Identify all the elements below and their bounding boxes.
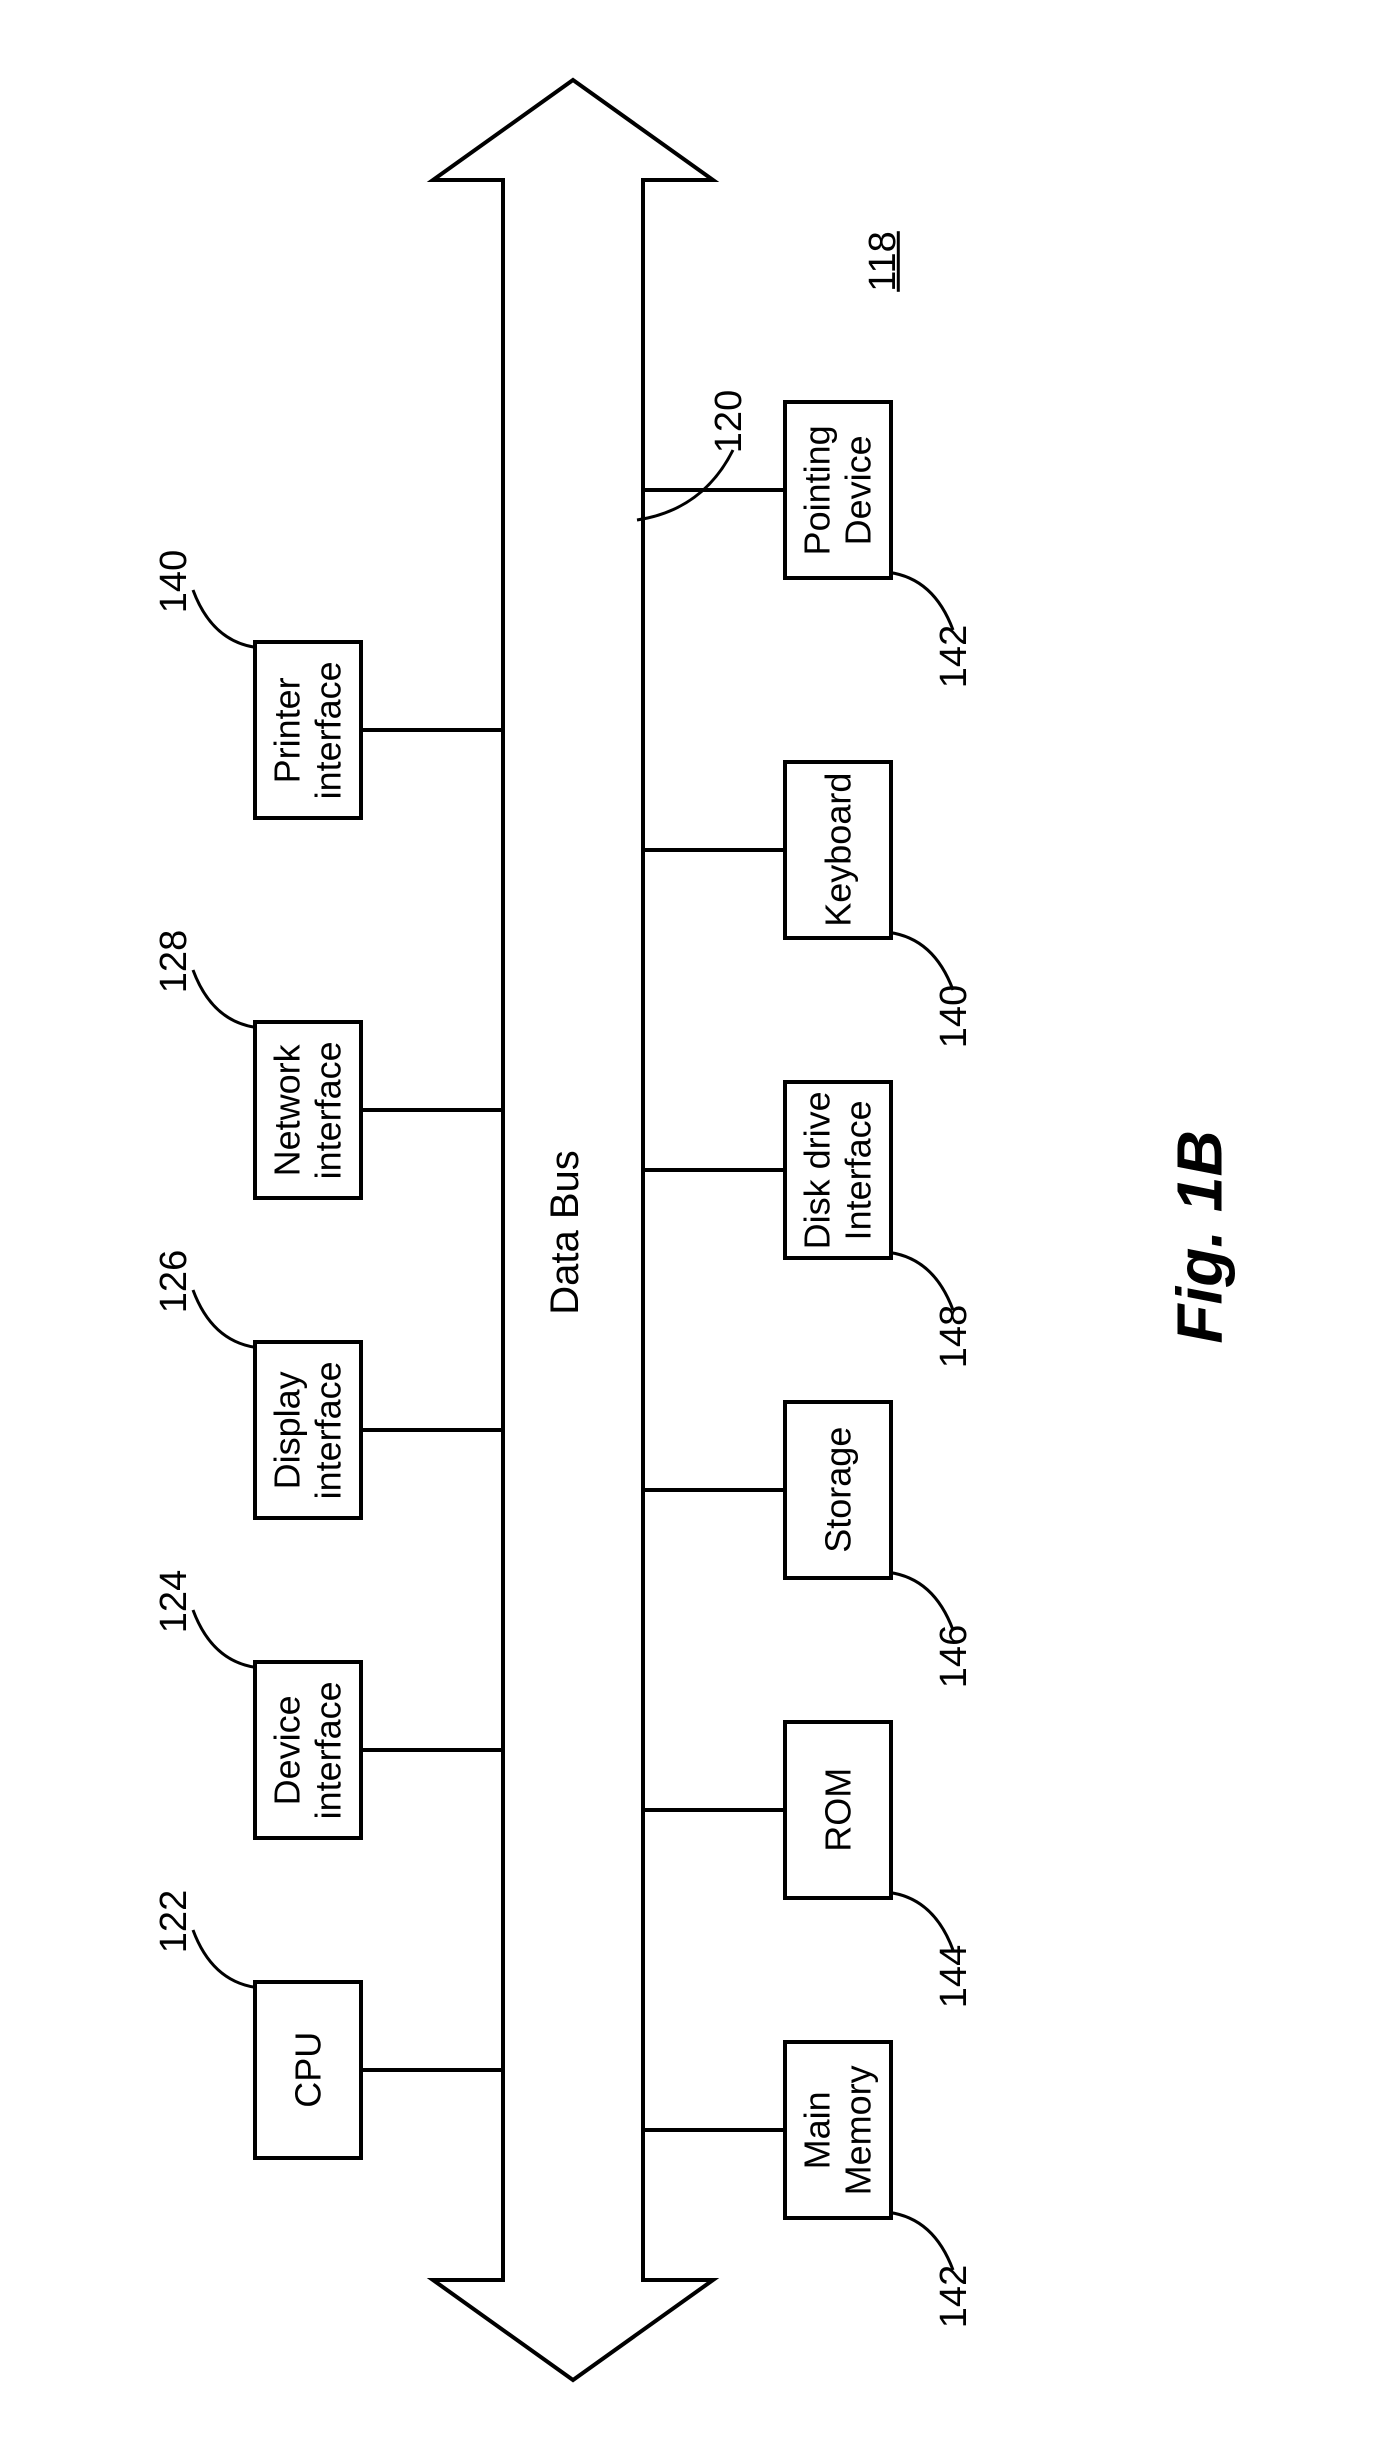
node-box: PointingDevice bbox=[783, 400, 893, 580]
ref-number: 124 bbox=[153, 1570, 196, 1633]
bus-label: Data Bus bbox=[543, 1150, 588, 1315]
node-box: Disk driveInterface bbox=[783, 1080, 893, 1260]
ref-number: 144 bbox=[933, 1945, 976, 2008]
node-box: Displayinterface bbox=[253, 1340, 363, 1520]
ref-number: 126 bbox=[153, 1250, 196, 1313]
data-bus-arrow bbox=[43, 40, 1343, 2420]
node-label: MainMemory bbox=[797, 2065, 880, 2195]
node-label: Keyboard bbox=[817, 773, 858, 927]
ref-number: 120 bbox=[708, 390, 751, 453]
figure-label: Fig. 1B bbox=[1163, 1130, 1237, 1343]
ref-number: 122 bbox=[153, 1890, 196, 1953]
ref-number: 142 bbox=[933, 625, 976, 688]
ref-number: 148 bbox=[933, 1305, 976, 1368]
node-box: Networkinterface bbox=[253, 1020, 363, 1200]
ref-number: 142 bbox=[933, 2265, 976, 2328]
node-label: CPU bbox=[287, 2032, 328, 2108]
node-box: Deviceinterface bbox=[253, 1660, 363, 1840]
node-box: ROM bbox=[783, 1720, 893, 1900]
node-label: Disk driveInterface bbox=[797, 1091, 880, 1249]
node-label: ROM bbox=[817, 1768, 858, 1852]
node-box: MainMemory bbox=[783, 2040, 893, 2220]
ref-number: 140 bbox=[933, 985, 976, 1048]
ref-number: 146 bbox=[933, 1625, 976, 1688]
node-label: Printerinterface bbox=[267, 661, 350, 799]
node-label: Deviceinterface bbox=[267, 1681, 350, 1819]
node-box: Storage bbox=[783, 1400, 893, 1580]
node-label: Networkinterface bbox=[267, 1041, 350, 1179]
node-box: CPU bbox=[253, 1980, 363, 2160]
system-ref-number: 118 bbox=[862, 231, 905, 292]
node-box: Printerinterface bbox=[253, 640, 363, 820]
ref-number: 140 bbox=[153, 550, 196, 613]
ref-number: 128 bbox=[153, 930, 196, 993]
bus-architecture-diagram: Data Bus CPU 122 Deviceinterface 124 Displayi… bbox=[43, 40, 1343, 2420]
node-label: Displayinterface bbox=[267, 1361, 350, 1499]
node-box: Keyboard bbox=[783, 760, 893, 940]
node-label: Storage bbox=[817, 1427, 858, 1553]
node-label: PointingDevice bbox=[797, 425, 880, 555]
